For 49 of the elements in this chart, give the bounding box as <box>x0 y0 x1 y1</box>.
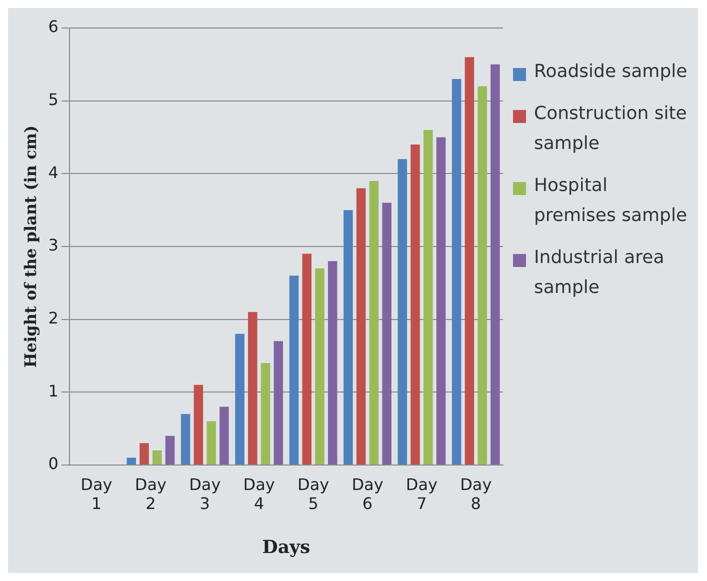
bar <box>152 450 162 464</box>
bar <box>344 210 353 464</box>
x-tick-label: Day 8 <box>460 474 492 513</box>
x-tick-label: Day 1 <box>80 474 112 513</box>
bar <box>328 261 338 464</box>
legend-label: Construction site sample <box>534 102 688 156</box>
bar <box>302 254 312 464</box>
legend-label: Hospital premises sample <box>534 174 688 228</box>
bar <box>260 363 270 464</box>
bar <box>398 159 408 464</box>
legend-label: Industrial area sample <box>534 246 666 300</box>
bar <box>180 414 190 464</box>
y-tick-label: 4 <box>48 162 58 182</box>
bar <box>206 421 216 464</box>
bar <box>436 137 446 464</box>
bar <box>274 341 284 464</box>
y-tick-label: 5 <box>48 90 58 109</box>
legend-label: Roadside sample <box>534 60 688 84</box>
bar <box>452 78 462 464</box>
bar <box>248 312 258 464</box>
bar <box>478 86 487 464</box>
bar <box>126 458 136 464</box>
bar <box>194 384 204 464</box>
bar <box>369 180 379 464</box>
bar <box>289 276 299 464</box>
bar <box>315 268 324 464</box>
y-tick-label: 2 <box>48 308 58 328</box>
y-tick-label: 3 <box>48 236 58 255</box>
bar <box>356 188 366 464</box>
x-tick-label: Day 3 <box>189 474 221 513</box>
y-axis-title: Height of the plant (in cm) <box>20 125 40 368</box>
bar <box>382 202 392 464</box>
bar <box>235 334 244 464</box>
bar <box>165 436 175 464</box>
x-tick-label: Day 4 <box>243 474 275 513</box>
bar <box>464 57 474 464</box>
x-tick-label: Day 2 <box>134 474 166 513</box>
bar <box>220 406 229 464</box>
y-tick-label: 0 <box>48 454 58 474</box>
y-tick-label: 1 <box>48 381 58 400</box>
x-tick-label: Day 7 <box>406 474 438 513</box>
bar <box>490 64 500 464</box>
bar <box>140 443 149 464</box>
x-axis-title: Days <box>262 536 310 558</box>
bar <box>410 144 420 464</box>
y-tick-label: 6 <box>48 17 58 36</box>
x-tick-label: Day 5 <box>297 474 330 513</box>
x-tick-label: Day 6 <box>352 474 384 513</box>
bar <box>424 130 433 464</box>
